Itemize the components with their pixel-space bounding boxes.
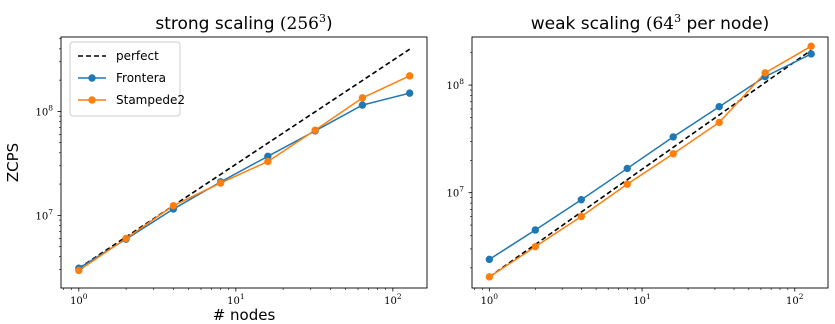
data-point-frontera [264,152,272,160]
data-point-stampede2 [531,242,540,251]
plot-area [488,45,812,278]
x-tick-label: 100 [70,292,88,307]
legend-label-frontera: Frontera [116,71,166,85]
data-point-stampede2 [577,212,585,221]
data-point-stampede2 [807,42,815,50]
data-point-stampede2 [169,201,178,210]
legend-box [69,41,181,117]
data-point-stampede2 [761,69,769,77]
data-point-frontera [485,255,494,264]
series-line-perfect [488,49,812,278]
x-tick-label: 102 [786,292,804,307]
data-point-frontera [405,89,414,97]
data-point-frontera [577,196,585,204]
y-tick-label: 108 [35,103,53,118]
x-tick-label: 100 [481,292,499,307]
axes-frame [60,36,428,289]
data-point-frontera [358,101,367,109]
data-point-stampede2 [669,150,677,158]
y-tick-label: 107 [35,207,53,222]
data-point-stampede2 [216,179,225,187]
data-point-stampede2 [715,118,723,127]
series-line-stampede2 [78,75,411,272]
series-line-perfect [78,48,411,269]
data-point-stampede2 [358,94,367,102]
legend-label-stampede2: Stampede2 [116,93,185,107]
legend: perfect Frontera Stampede2 [69,41,185,117]
legend-marker-stampede2 [88,96,96,104]
chart-panel-1: 100 101 102 107 108 strong scaling (2563) # no… [4,12,428,324]
chart-panel-2: 100 101 102 107 108 weak scaling (643 per nod… [446,12,829,307]
plot-area [78,48,411,272]
data-point-stampede2 [122,234,130,243]
data-point-stampede2 [405,72,414,80]
data-point-stampede2 [75,266,83,275]
chart-title: weak scaling (643 per node) [531,12,769,34]
data-point-frontera [669,133,677,141]
data-point-frontera [715,102,723,111]
data-point-frontera [807,50,815,58]
x-axis-label: # nodes [213,306,276,324]
data-point-stampede2 [485,273,494,281]
x-tick-label: 101 [227,292,245,307]
series-line-frontera [78,92,410,269]
data-point-stampede2 [264,157,272,166]
x-tick-label: 102 [384,292,402,307]
x-tick-label: 101 [633,292,651,307]
chart-title: strong scaling (2563) [155,12,332,34]
data-point-stampede2 [311,126,319,134]
y-tick-label: 108 [446,77,464,92]
legend-label-perfect: perfect [116,49,159,63]
data-point-frontera [623,164,631,173]
axes-frame [471,36,829,289]
data-point-frontera [531,226,540,234]
y-axis-label: ZCPS [4,143,22,182]
y-tick-label: 107 [446,185,464,200]
series-line-stampede2 [488,45,812,278]
legend-marker-frontera [88,74,96,82]
data-point-stampede2 [623,180,631,188]
